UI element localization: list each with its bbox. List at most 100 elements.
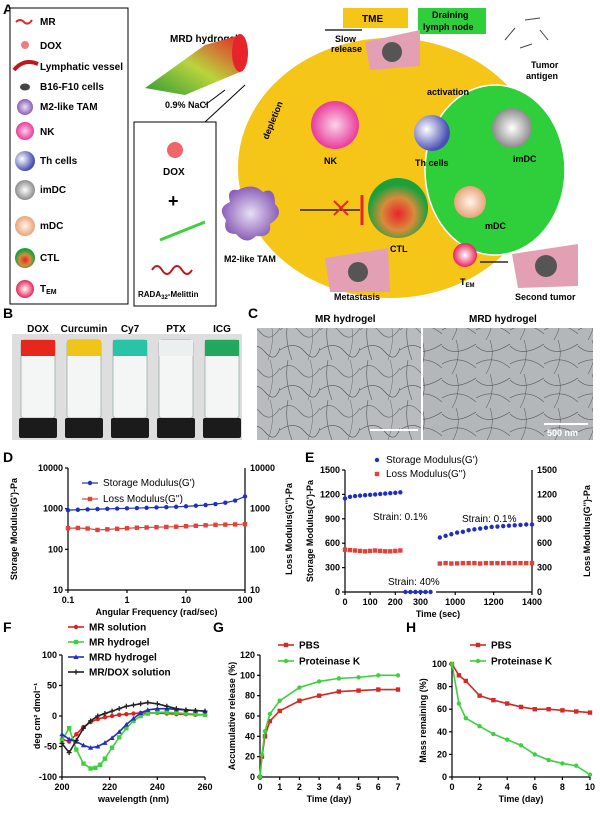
data-point [183, 707, 189, 713]
rada-label: RADA32-Melittin [138, 290, 199, 301]
x-axis-label: Time (day) [307, 794, 352, 804]
data-point [495, 560, 500, 566]
y-axis-label: Storage Modulus(G')-Pa [305, 479, 315, 582]
data-point [183, 711, 189, 716]
data-point [80, 725, 86, 731]
data-point [560, 708, 565, 713]
data-point [93, 765, 98, 771]
data-point [546, 707, 551, 712]
activation-label: activation [427, 87, 469, 97]
vials [19, 339, 241, 438]
data-point [529, 522, 535, 527]
legend-marker [73, 654, 79, 659]
tem-label: TEM [460, 277, 475, 289]
data-point [105, 506, 110, 512]
ctl-icon [15, 248, 35, 268]
legend-labels: MR DOX Lymphatic vessel B16-F10 cells M2… [40, 17, 123, 296]
data-point [138, 713, 143, 719]
dox-icon [21, 41, 29, 49]
x-tick-label: 100 [237, 595, 252, 605]
data-point [463, 678, 468, 684]
data-point [472, 527, 477, 532]
data-point [117, 735, 122, 740]
legend-mr: MR [40, 17, 56, 28]
x-tick-label: 100 [363, 597, 378, 607]
data-point [259, 752, 265, 757]
data-point [114, 506, 120, 511]
x-tick-label: 0 [257, 782, 262, 792]
data-point [174, 710, 179, 716]
data-point [443, 533, 448, 539]
data-point [145, 707, 151, 712]
data-point [232, 498, 238, 503]
m2-tam-icon [17, 99, 33, 115]
imdc-cell [492, 108, 532, 148]
data-point [393, 490, 398, 495]
data-point [164, 710, 170, 715]
vial-labels: DOX Curcumin Cy7 PTX ICG [27, 324, 231, 335]
tem-icon [16, 280, 34, 298]
vial-label: ICG [213, 324, 231, 335]
y-tick-label: 40 [437, 727, 447, 737]
x-tick-label: 4 [505, 782, 510, 792]
data-point [193, 503, 199, 508]
y-tick-label: 100 [432, 659, 447, 669]
data-point [144, 505, 149, 511]
legend-marker [73, 624, 79, 630]
data-point [357, 548, 363, 554]
x-tick-label: 5 [356, 782, 361, 792]
legend-tem: TEM [40, 284, 57, 296]
legend-marker [475, 642, 481, 648]
data-point [367, 492, 373, 498]
data-point [154, 525, 159, 530]
data-point [164, 524, 169, 530]
data-point [506, 560, 512, 566]
data-point [109, 713, 115, 719]
x-tick-label: 300 [413, 597, 428, 607]
data-point [372, 548, 378, 553]
data-point [117, 712, 122, 717]
nk-cell [311, 101, 359, 149]
data-point [362, 549, 368, 554]
legend-imdc: imDC [40, 185, 66, 196]
data-point [501, 523, 506, 529]
data-point [66, 736, 72, 742]
y-tick-label: 80 [437, 682, 447, 692]
data-point [466, 560, 471, 566]
y-tick-label: 120 [240, 650, 255, 660]
data-point [376, 673, 381, 678]
mdc-cell [454, 186, 486, 218]
data-point [88, 718, 94, 724]
data-point [501, 560, 506, 566]
data-point [124, 526, 130, 531]
data-point [59, 740, 65, 746]
data-point [491, 697, 496, 703]
data-point [336, 676, 342, 681]
data-point [74, 747, 79, 752]
legend-label: MR hydrogel [89, 638, 150, 649]
legend-marker [283, 642, 289, 648]
rada-helix-icon [151, 265, 193, 275]
x-tick-label: 200 [54, 782, 69, 792]
y-tick-label: 1200 [320, 489, 340, 499]
data-point [454, 530, 460, 535]
data-point [131, 718, 136, 724]
dox-molecule-icon [167, 142, 183, 158]
legend-marker [73, 639, 79, 645]
legend-lymphatic: Lymphatic vessel [40, 62, 123, 73]
x-tick-label: 6 [376, 782, 381, 792]
data-point [173, 504, 179, 510]
data-point [95, 743, 101, 749]
data-point [88, 745, 94, 750]
data-point [356, 675, 361, 680]
data-point [267, 718, 273, 724]
data-point [134, 525, 140, 530]
data-point [97, 762, 103, 767]
data-point [73, 737, 79, 743]
data-point [95, 713, 101, 719]
data-point [154, 701, 160, 707]
y-tick-label: 1000 [43, 504, 63, 514]
data-point [232, 522, 238, 527]
th-cell-icon [15, 151, 35, 171]
data-point [257, 774, 263, 780]
